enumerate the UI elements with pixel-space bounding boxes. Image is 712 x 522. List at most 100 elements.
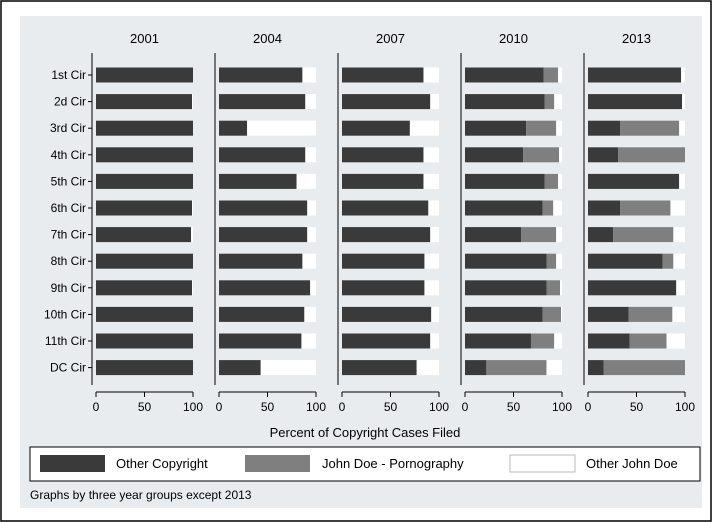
- bar-segment: [310, 280, 316, 296]
- bar-segment: [544, 94, 555, 110]
- bar-segment: [546, 280, 561, 296]
- bar-segment: [556, 227, 562, 243]
- bar-segment: [247, 120, 316, 136]
- x-tick-label: 50: [384, 400, 398, 414]
- bar-segment: [629, 333, 667, 349]
- x-tick-label: 50: [138, 400, 152, 414]
- bar-segment: [96, 253, 193, 269]
- y-tick-label: 4th Cir: [51, 148, 86, 162]
- panel-strip: [219, 26, 316, 50]
- bar-segment: [424, 253, 439, 269]
- bar-segment: [465, 280, 547, 296]
- bar-segment: [96, 280, 193, 296]
- bar-segment: [96, 173, 193, 189]
- bar-segment: [304, 306, 316, 322]
- bar-segment: [613, 227, 674, 243]
- panel-2010: 2010 0 50 100: [460, 26, 572, 414]
- x-tick-label: 50: [630, 400, 644, 414]
- bar-segment: [302, 67, 316, 83]
- bar-segment: [96, 360, 193, 376]
- bar-segment: [423, 173, 439, 189]
- y-tick-label: 9th Cir: [51, 281, 86, 295]
- bar-segment: [424, 280, 439, 296]
- bar-segment: [305, 94, 316, 110]
- x-tick-label: 100: [183, 400, 203, 414]
- bar-segment: [673, 253, 685, 269]
- panel-2007: 2007 0 50 100: [337, 26, 449, 414]
- y-tick-label: 1st Cir: [51, 68, 86, 82]
- x-axis-label: Percent of Copyright Cases Filed: [270, 425, 461, 440]
- bar-segment: [465, 200, 543, 216]
- bar-segment: [430, 227, 439, 243]
- bar-segment: [96, 227, 192, 243]
- panel-strip: [465, 26, 562, 50]
- bar-segment: [219, 67, 303, 83]
- bar-segment: [342, 280, 425, 296]
- bar-segment: [561, 306, 562, 322]
- bar-segment: [465, 360, 487, 376]
- bar-segment: [542, 306, 562, 322]
- bar-segment: [260, 360, 316, 376]
- bar-segment: [219, 333, 302, 349]
- bar-segment: [679, 120, 685, 136]
- x-tick-label: 0: [585, 400, 592, 414]
- bar-segment: [342, 227, 431, 243]
- panel-title: 2013: [622, 31, 651, 46]
- bar-segment: [486, 360, 547, 376]
- bar-segment: [588, 120, 621, 136]
- bar-segment: [465, 306, 543, 322]
- y-tick-label: 6th Cir: [51, 201, 86, 215]
- bar-segment: [544, 173, 559, 189]
- bar-segment: [430, 333, 439, 349]
- bar-segment: [423, 67, 439, 83]
- bar-segment: [620, 120, 680, 136]
- bar-segment: [542, 200, 554, 216]
- bar-segment: [342, 94, 431, 110]
- legend-box: [29, 446, 701, 482]
- bar-segment: [588, 173, 680, 189]
- bar-segment: [618, 147, 685, 163]
- bar-segment: [96, 200, 193, 216]
- y-tick-label: 3rd Cir: [50, 121, 86, 135]
- bar-segment: [681, 67, 685, 83]
- x-tick-label: 0: [462, 400, 469, 414]
- bar-segment: [553, 200, 562, 216]
- bar-segment: [588, 306, 629, 322]
- bar-segment: [431, 306, 439, 322]
- bar-segment: [219, 147, 306, 163]
- bar-segment: [559, 147, 562, 163]
- bar-segment: [219, 280, 311, 296]
- bar-segment: [428, 200, 439, 216]
- x-tick-label: 100: [306, 400, 326, 414]
- bar-segment: [342, 67, 424, 83]
- bar-segment: [588, 333, 630, 349]
- legend-label: John Doe - Pornography: [322, 456, 464, 471]
- bar-segment: [588, 227, 614, 243]
- bar-segment: [342, 120, 410, 136]
- bar-segment: [96, 120, 193, 136]
- bar-segment: [588, 280, 677, 296]
- panel-strip: [96, 26, 193, 50]
- bar-segment: [342, 333, 431, 349]
- bar-segment: [672, 306, 685, 322]
- y-tick-label: 11th Cir: [45, 334, 86, 348]
- bar-segment: [96, 94, 193, 110]
- bar-segment: [682, 94, 685, 110]
- bar-segment: [342, 360, 417, 376]
- bar-segment: [588, 67, 682, 83]
- y-tick-label: 8th Cir: [51, 254, 86, 268]
- bar-segment: [554, 94, 562, 110]
- x-tick-label: 100: [552, 400, 572, 414]
- bar-segment: [342, 173, 424, 189]
- bar-segment: [219, 200, 308, 216]
- bar-segment: [465, 120, 527, 136]
- bar-segment: [465, 147, 524, 163]
- y-tick-label: 2d Cir: [54, 95, 86, 109]
- bar-segment: [530, 333, 555, 349]
- bar-segment: [673, 227, 685, 243]
- bar-segment: [219, 360, 261, 376]
- y-tick-label: 10th Cir: [44, 307, 86, 321]
- bar-segment: [546, 360, 562, 376]
- bar-segment: [603, 360, 685, 376]
